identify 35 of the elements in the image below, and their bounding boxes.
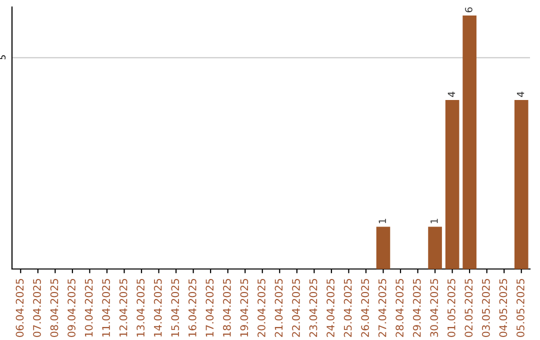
data-label: 4 xyxy=(516,92,524,97)
x-tick-label: 10.04.2025 xyxy=(84,278,93,337)
data-label: 4 xyxy=(448,92,455,97)
x-tick-label: 06.04.2025 xyxy=(16,278,24,337)
x-tick-label: 14.04.2025 xyxy=(154,278,162,337)
x-tick-label: 01.05.2025 xyxy=(447,278,456,337)
x-tick-label: 27.04.2025 xyxy=(378,278,386,337)
x-tick-label: 21.04.2025 xyxy=(274,278,283,337)
data-label: 6 xyxy=(465,7,472,12)
x-tick-label: 04.05.2025 xyxy=(499,278,508,337)
x-tick-label: 18.04.2025 xyxy=(222,278,231,337)
x-tick-label: 07.04.2025 xyxy=(33,278,41,337)
x-tick-label: 23.04.2025 xyxy=(309,278,318,337)
x-tick-label: 26.04.2025 xyxy=(361,278,369,337)
x-tick-label: 11.04.2025 xyxy=(102,278,110,337)
x-tick-label: 09.04.2025 xyxy=(68,278,76,337)
x-tick-label: 24.04.2025 xyxy=(326,278,334,337)
x-tick-label: 08.04.2025 xyxy=(50,278,58,337)
x-tick-label: 22.04.2025 xyxy=(292,278,300,337)
x-tick-label: 29.04.2025 xyxy=(412,278,421,337)
x-tick-label: 05.05.2025 xyxy=(516,278,524,337)
x-tick-label: 28.04.2025 xyxy=(396,278,404,337)
x-tick-label: 30.04.2025 xyxy=(430,278,438,337)
x-tick-label: 15.04.2025 xyxy=(171,278,180,337)
x-tick-label: 12.04.2025 xyxy=(119,278,128,337)
x-tick-label: 13.04.2025 xyxy=(136,278,145,337)
data-label: 1 xyxy=(378,218,386,224)
x-tick-label: 02.05.2025 xyxy=(464,278,473,337)
data-label: 1 xyxy=(430,218,438,224)
x-tick-label: 16.04.2025 xyxy=(188,278,196,337)
x-tick-label: 25.04.2025 xyxy=(344,278,352,337)
x-tick-label: 19.04.2025 xyxy=(240,278,248,337)
x-tick-label: 20.04.2025 xyxy=(258,278,266,337)
x-tick-label: 17.04.2025 xyxy=(206,278,214,337)
x-tick-label: 03.05.2025 xyxy=(482,278,490,337)
